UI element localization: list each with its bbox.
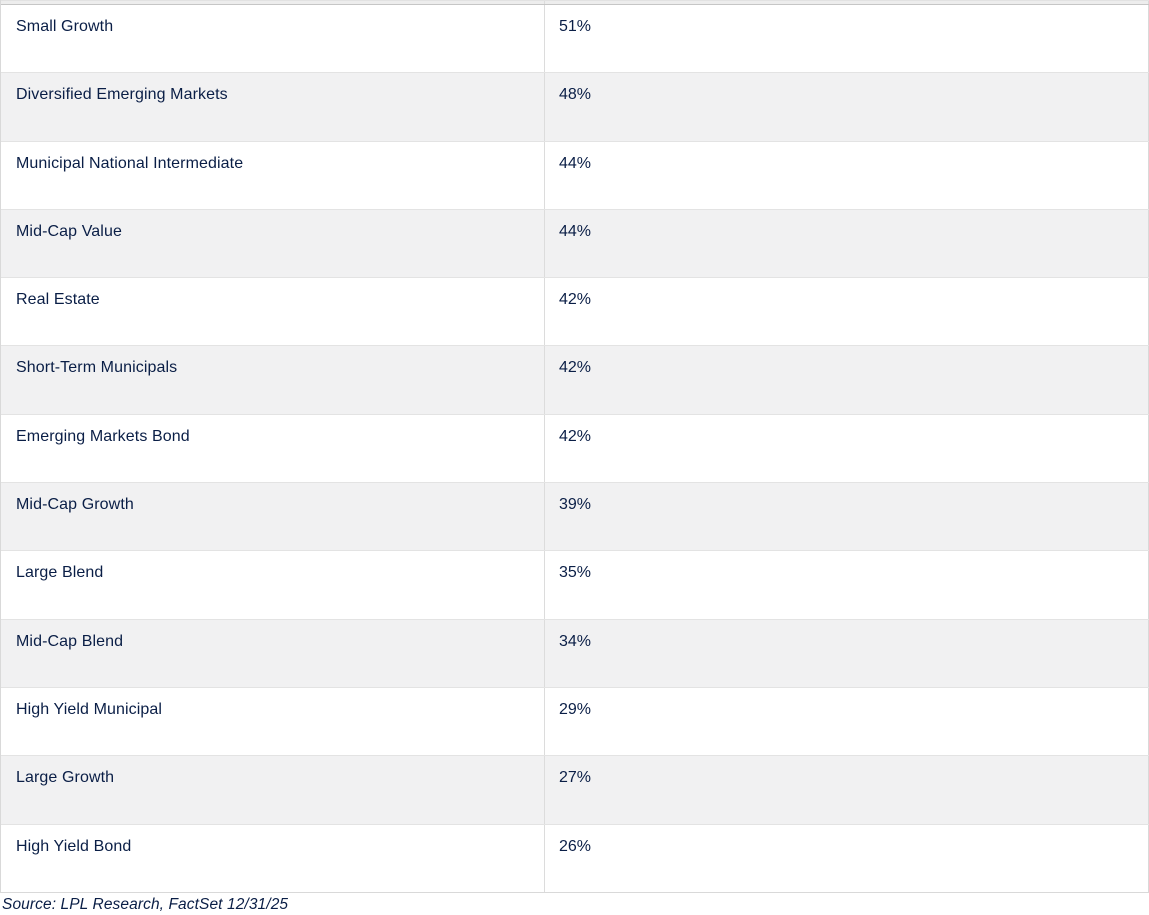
header-value-cell xyxy=(545,1,1149,4)
table-row: Diversified Emerging Markets 48% xyxy=(1,73,1149,142)
table-row: High Yield Bond 26% xyxy=(1,824,1149,893)
header-category-cell xyxy=(1,1,545,4)
table-row: Municipal National Intermediate 44% xyxy=(1,141,1149,210)
category-cell: Mid-Cap Growth xyxy=(1,483,545,551)
category-cell: Large Blend xyxy=(1,551,545,619)
category-cell: High Yield Bond xyxy=(1,824,545,892)
category-cell: High Yield Municipal xyxy=(1,687,545,756)
table-row: Large Growth 27% xyxy=(1,756,1149,825)
category-cell: Diversified Emerging Markets xyxy=(1,73,545,141)
table-row: High Yield Municipal 29% xyxy=(1,687,1149,757)
value-cell: 35% xyxy=(545,551,1149,619)
value-cell: 44% xyxy=(545,141,1149,209)
category-cell: Real Estate xyxy=(1,278,545,346)
table-row: Large Blend 35% xyxy=(1,551,1149,620)
value-cell: 44% xyxy=(545,209,1149,278)
category-cell: Mid-Cap Value xyxy=(1,209,545,278)
table-row: Small Growth 51% xyxy=(1,5,1149,74)
category-cell: Municipal National Intermediate xyxy=(1,141,545,209)
table-row: Mid-Cap Value 44% xyxy=(1,209,1149,279)
table-row: Real Estate 42% xyxy=(1,278,1149,347)
value-cell: 42% xyxy=(545,414,1149,483)
category-cell: Emerging Markets Bond xyxy=(1,414,545,483)
category-performance-table: Small Growth 51% Diversified Emerging Ma… xyxy=(0,0,1149,893)
table-row: Emerging Markets Bond 42% xyxy=(1,414,1149,484)
category-cell: Large Growth xyxy=(1,756,545,824)
source-note: Source: LPL Research, FactSet 12/31/25 xyxy=(2,895,289,913)
category-cell: Small Growth xyxy=(1,5,545,73)
value-cell: 29% xyxy=(545,687,1149,756)
category-cell: Mid-Cap Blend xyxy=(1,619,545,687)
table-row: Short-Term Municipals 42% xyxy=(1,346,1149,415)
category-cell: Short-Term Municipals xyxy=(1,346,545,414)
value-cell: 42% xyxy=(545,346,1149,414)
value-cell: 51% xyxy=(545,5,1149,73)
value-cell: 48% xyxy=(545,73,1149,141)
value-cell: 27% xyxy=(545,756,1149,824)
table-row: Mid-Cap Blend 34% xyxy=(1,619,1149,688)
value-cell: 34% xyxy=(545,619,1149,687)
value-cell: 26% xyxy=(545,824,1149,892)
value-cell: 39% xyxy=(545,483,1149,551)
value-cell: 42% xyxy=(545,278,1149,346)
table-row: Mid-Cap Growth 39% xyxy=(1,483,1149,552)
